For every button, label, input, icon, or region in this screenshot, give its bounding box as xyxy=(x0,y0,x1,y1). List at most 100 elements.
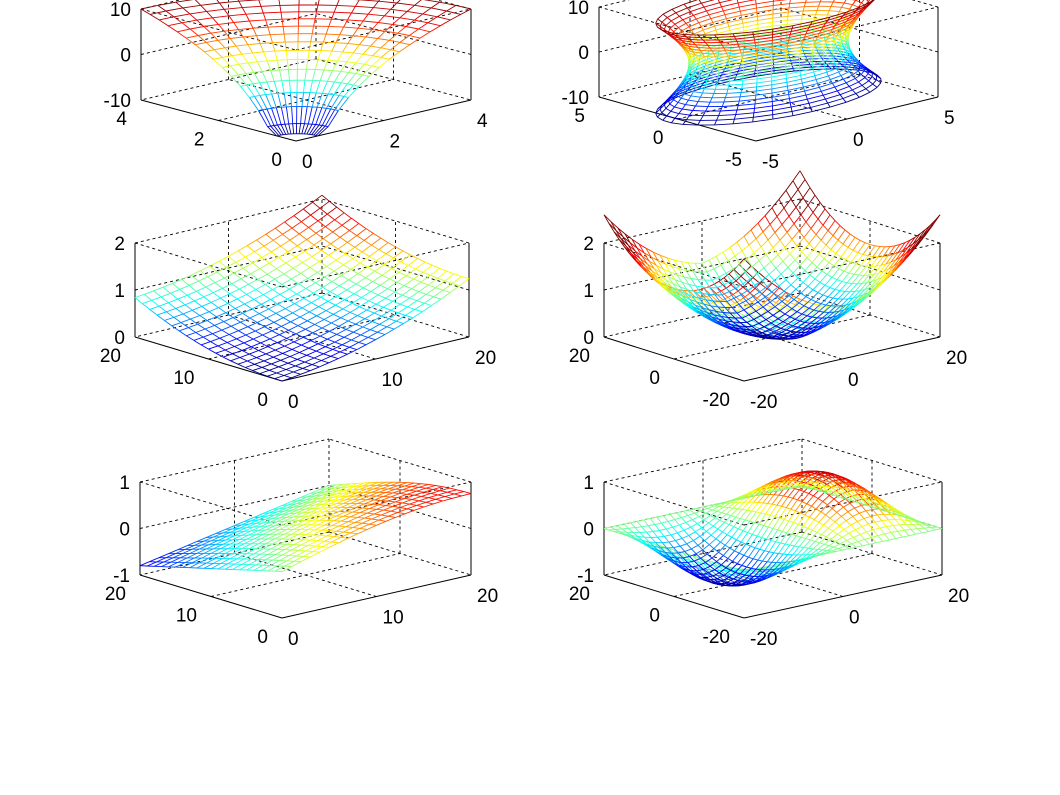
mesh-segment xyxy=(718,114,736,117)
mesh-segment xyxy=(399,11,408,19)
mesh-segment xyxy=(726,89,729,94)
mesh-segment xyxy=(300,370,311,375)
z-tick-label: 0 xyxy=(120,46,131,67)
mesh-segment xyxy=(697,57,706,60)
mesh-segment xyxy=(299,347,309,353)
mesh-segment xyxy=(263,356,274,362)
mesh-segment xyxy=(717,29,730,35)
mesh-segment xyxy=(397,32,410,36)
mesh-segment xyxy=(674,102,679,108)
mesh-segment xyxy=(370,38,379,47)
mesh-segment xyxy=(715,26,729,31)
mesh-segment xyxy=(788,36,805,41)
mesh-segment xyxy=(721,2,739,8)
mesh-segment xyxy=(685,104,696,107)
mesh-segment xyxy=(712,300,721,302)
mesh-segment xyxy=(732,119,735,124)
mesh-segment xyxy=(864,73,869,78)
mesh-segment xyxy=(670,106,675,112)
mesh-segment xyxy=(355,5,374,9)
mesh-segment xyxy=(708,10,724,16)
mesh-segment xyxy=(175,304,186,309)
mesh-segment xyxy=(269,34,273,43)
mesh-segment xyxy=(691,73,694,78)
mesh-segment xyxy=(732,121,753,125)
mesh-segment xyxy=(741,90,757,93)
mesh-segment xyxy=(708,72,719,75)
mesh-segment xyxy=(799,49,814,55)
mesh-segment xyxy=(216,316,225,322)
mesh-segment xyxy=(289,352,300,357)
mesh-segment xyxy=(337,51,344,62)
mesh-segment xyxy=(799,50,802,54)
mesh-segment xyxy=(799,53,813,58)
mesh-segment xyxy=(208,307,219,313)
mesh-segment xyxy=(325,26,330,35)
mesh-segment xyxy=(258,0,262,7)
mesh-segment xyxy=(841,35,848,40)
mesh-segment xyxy=(706,62,709,67)
mesh-segment xyxy=(364,63,373,67)
mesh-segment xyxy=(741,11,757,16)
mesh-segment xyxy=(700,49,713,52)
mesh-segment xyxy=(249,350,259,355)
mesh-segment xyxy=(693,15,697,20)
mesh-segment xyxy=(311,124,320,135)
mesh-segment xyxy=(214,325,223,331)
mesh-segment xyxy=(852,0,857,5)
mesh-segment xyxy=(742,23,744,28)
mesh-segment xyxy=(727,85,730,90)
mesh-segment xyxy=(727,55,742,58)
mesh-segment xyxy=(675,34,687,38)
x-tick-label: 20 xyxy=(946,348,967,369)
mesh-segment xyxy=(699,75,708,78)
mesh-segment xyxy=(820,91,824,96)
mesh-segment xyxy=(706,33,718,38)
mesh-segment xyxy=(669,28,674,32)
mesh-segment xyxy=(677,97,682,103)
mesh-segment xyxy=(859,1,871,8)
mesh-segment xyxy=(355,63,365,74)
mesh-segment xyxy=(722,10,726,15)
mesh-segment xyxy=(724,10,741,16)
mesh-segment xyxy=(160,296,169,304)
mesh-segment xyxy=(320,80,328,82)
mesh-segment xyxy=(857,67,862,72)
mesh-segment xyxy=(676,95,682,99)
mesh-segment xyxy=(422,7,432,15)
mesh-segment xyxy=(682,40,693,43)
mesh-segment xyxy=(177,298,186,306)
mesh-segment xyxy=(692,70,695,75)
mesh-segment xyxy=(813,42,826,48)
mesh-segment xyxy=(754,103,756,109)
mesh-segment xyxy=(683,123,698,126)
mesh-segment xyxy=(223,353,233,358)
mesh-segment xyxy=(728,59,730,64)
mesh-segment xyxy=(685,72,688,77)
mesh-segment xyxy=(171,322,182,327)
mesh-segment xyxy=(695,54,698,59)
mesh-segment xyxy=(861,63,865,68)
mesh-segment xyxy=(729,30,731,35)
mesh-segment xyxy=(251,342,261,348)
mesh-segment xyxy=(378,58,390,68)
mesh-segment xyxy=(698,22,702,27)
mesh-segment xyxy=(414,4,432,9)
mesh-segment xyxy=(427,16,438,24)
mesh-segment xyxy=(772,31,787,34)
mesh-segment xyxy=(741,19,744,24)
mesh-segment xyxy=(238,73,246,76)
mesh-segment xyxy=(348,85,360,98)
mesh-segment xyxy=(828,71,839,77)
mesh-segment xyxy=(680,80,685,85)
mesh-segment xyxy=(692,110,706,112)
mesh-segment xyxy=(308,41,312,51)
mesh-segment xyxy=(772,115,794,120)
mesh-segment xyxy=(276,60,280,71)
mesh-segment xyxy=(690,6,705,13)
mesh-segment xyxy=(804,5,819,8)
mesh-segment xyxy=(801,82,804,88)
mesh-segment xyxy=(688,60,691,65)
mesh-segment xyxy=(730,72,744,74)
